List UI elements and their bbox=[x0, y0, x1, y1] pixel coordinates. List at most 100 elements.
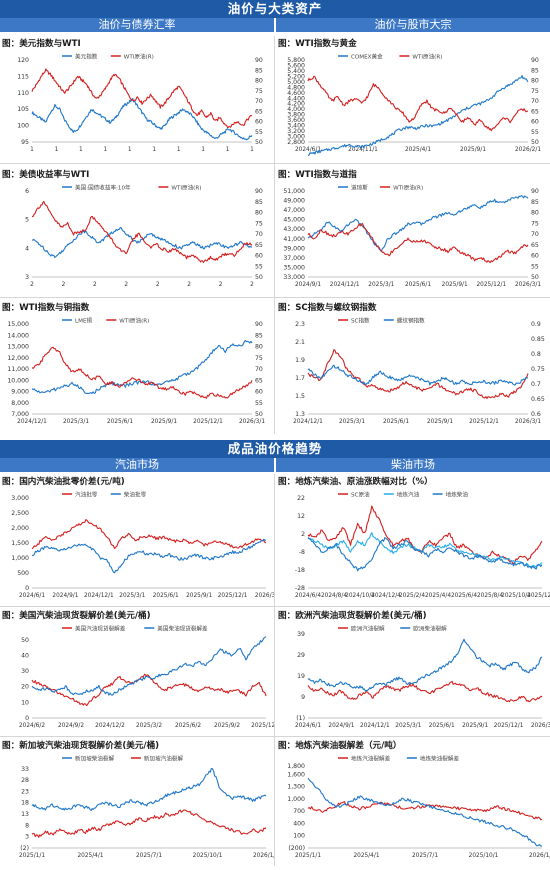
x-tick-label: 2025/7/1 bbox=[136, 853, 162, 859]
x-tick-label: 2 bbox=[30, 282, 34, 288]
subheader-bonds-fx: 油价与债券汇率 bbox=[0, 18, 274, 32]
chart-panel-wti-copper: 图：WTI指数与铜指数 LME铜 WTI原油(R) 7,000 8,000 9,000 10… bbox=[0, 300, 274, 432]
series-line-2 bbox=[307, 532, 543, 568]
y2-tick-label: 0.9 bbox=[531, 321, 541, 328]
legend-label: 欧洲柴油裂解 bbox=[413, 625, 447, 633]
x-tick-label: 2024/6/1 bbox=[19, 593, 45, 599]
y-tick-label: 3,800 bbox=[287, 112, 305, 119]
y2-tick-label: 75 bbox=[255, 355, 263, 362]
legend-label: SC原油 bbox=[351, 491, 370, 499]
x-tick-label: 2024/6/2 bbox=[19, 723, 45, 729]
chart-local-crack: 图：地炼汽柴油裂解差（元/吨） 地炼汽油裂解差 地炼柴油裂解差 (200) 100 400… bbox=[278, 739, 550, 859]
x-tick-label: 2024/10/4 bbox=[345, 593, 375, 599]
divider-row-4 bbox=[0, 606, 550, 607]
x-tick-label: 2024/12/4 bbox=[371, 593, 401, 599]
series-line-1 bbox=[307, 505, 543, 564]
y-tick-label: 400 bbox=[293, 820, 305, 827]
y2-tick-label: 75 bbox=[255, 88, 263, 95]
legend-item: 汽油批零 bbox=[62, 491, 98, 499]
chart-us-crack: 图：美国汽柴油现货裂解价差(美元/桶) 美国汽油现货裂解差 美国柴油现货裂解差 0 10… bbox=[2, 609, 281, 729]
chart-title: 图：SC指数与螺纹钢指数 bbox=[278, 301, 377, 313]
x-tick-label: 2025/6/4 bbox=[451, 593, 477, 599]
x-tick-label: 2 bbox=[93, 282, 97, 288]
y-tick-label: 13 bbox=[21, 811, 29, 818]
series-line-2 bbox=[307, 777, 543, 847]
legend-label: 美国柴油现货裂解差 bbox=[157, 625, 208, 633]
y-tick-label: 1.5 bbox=[295, 393, 305, 400]
legend-label: 地炼柴油裂解差 bbox=[420, 755, 460, 763]
y-tick-label: 5,000 bbox=[287, 79, 305, 86]
y2-tick-label: 55 bbox=[255, 129, 263, 136]
y-tick-label: 20 bbox=[21, 684, 29, 691]
x-tick-label: 2025/9/1 bbox=[151, 419, 177, 425]
series-line-1 bbox=[31, 767, 267, 812]
x-tick-label: 2 bbox=[250, 282, 254, 288]
y-tick-label: 1,300 bbox=[287, 784, 305, 791]
series-line-1 bbox=[307, 349, 529, 399]
y-tick-label: 3,200 bbox=[287, 128, 305, 135]
legend-label: 柴油批零 bbox=[124, 491, 147, 499]
y2-tick-label: 60 bbox=[531, 253, 539, 260]
y-tick-label: 28 bbox=[21, 777, 29, 784]
x-tick-label: 2025/6/1 bbox=[383, 419, 409, 425]
legend-label: 地炼柴油 bbox=[446, 491, 469, 499]
x-tick-label: 2025/6/1 bbox=[405, 282, 431, 288]
chart-wti-gold: 图：WTI指数与黄金 COMEX黄金 WTI原油(R) 2,8003,0003,200… bbox=[278, 37, 541, 156]
y-tick-label: 100 bbox=[293, 833, 305, 840]
x-tick-label: 2025/3/1 bbox=[119, 593, 145, 599]
x-tick-label: 2024/6/1 bbox=[295, 723, 321, 729]
x-tick-label: 2025/12/1 bbox=[476, 282, 506, 288]
y-tick-label: 22 bbox=[297, 495, 305, 502]
legend-item: 螺纹钢指数 bbox=[383, 317, 425, 325]
chart-wti-copper: 图：WTI指数与铜指数 LME铜 WTI原油(R) 7,000 8,000 9,000 10… bbox=[2, 301, 265, 425]
y-tick-label: 5,800 bbox=[287, 57, 305, 64]
y-tick-label: 5,400 bbox=[287, 68, 305, 75]
y-tick-label: 13,000 bbox=[7, 344, 29, 351]
legend-item: WTI原油(R) bbox=[110, 53, 154, 61]
chart-title: 图：地炼汽柴油裂解差（元/吨） bbox=[278, 739, 401, 751]
legend-item: LME铜 bbox=[62, 317, 92, 325]
y-tick-label: 8 bbox=[25, 822, 29, 829]
x-tick-label: 2025/3/1 bbox=[63, 419, 89, 425]
y-tick-label: 2 bbox=[301, 531, 305, 538]
y-tick-label: 1,500 bbox=[11, 540, 29, 547]
chart-title: 图：美债收益率与WTI bbox=[2, 168, 89, 180]
subheader-gasoline: 汽油市场 bbox=[0, 458, 274, 472]
chart-title: 图：美国汽柴油现货裂解价差(美元/桶) bbox=[2, 609, 151, 621]
legend-item: 欧洲汽油裂解 bbox=[338, 625, 385, 633]
x-tick-label: 2025/8/4 bbox=[477, 593, 503, 599]
chart-domestic-spread: 图：国内汽柴油批零价差(元/吨) 汽油批零 柴油批零 0 500 1,000 1,500 2,… bbox=[2, 475, 277, 599]
legend-item: 柴油批零 bbox=[110, 491, 147, 499]
y2-tick-label: 60 bbox=[531, 119, 539, 126]
series-line-2 bbox=[307, 638, 543, 692]
y2-tick-label: 60 bbox=[255, 389, 263, 396]
legend-item: 美国:国债收益率:10年 bbox=[62, 184, 131, 192]
legend-label: 美元指数 bbox=[75, 53, 98, 61]
x-tick-label: 1 bbox=[250, 147, 254, 153]
chart-title: 图：WTI指数与铜指数 bbox=[2, 301, 90, 313]
y-tick-label: (200) bbox=[288, 845, 305, 852]
y-tick-label: 39,000 bbox=[283, 245, 305, 252]
y2-tick-label: 0.6 bbox=[531, 411, 541, 418]
x-tick-label: 2024/12/1 bbox=[293, 419, 323, 425]
y2-tick-label: 0.7 bbox=[531, 381, 541, 388]
y2-tick-label: 85 bbox=[255, 332, 263, 339]
x-tick-label: 2 bbox=[62, 282, 66, 288]
subheader-diesel: 柴油市场 bbox=[276, 458, 550, 472]
y-tick-label: 10,000 bbox=[7, 377, 29, 384]
chart-panel-local-crack: 图：地炼汽柴油裂解差（元/吨） 地炼汽油裂解差 地炼柴油裂解差 (200) 100 400… bbox=[276, 738, 550, 866]
x-tick-label: 2025/12/4 bbox=[527, 593, 550, 599]
y2-tick-label: 85 bbox=[531, 67, 539, 74]
x-tick-label: 2024/12/2 bbox=[95, 723, 125, 729]
y-tick-label: 1.7 bbox=[295, 375, 305, 382]
section-header-assets: 油价与大类资产 bbox=[0, 0, 550, 18]
y-tick-label: 12,000 bbox=[7, 355, 29, 362]
x-tick-label: 2025/3/1 bbox=[368, 282, 394, 288]
x-tick-label: 2024/11/1 bbox=[348, 147, 378, 153]
y-tick-label: 3,400 bbox=[287, 123, 305, 130]
y-tick-label: 3,000 bbox=[11, 495, 29, 502]
chart-title: 图：欧洲汽柴油现货裂解价差(美元/桶) bbox=[278, 609, 427, 621]
y-tick-label: 14,000 bbox=[7, 332, 29, 339]
y-tick-label: 100 bbox=[17, 123, 29, 130]
legend-item: WTI原油(R) bbox=[399, 53, 442, 61]
